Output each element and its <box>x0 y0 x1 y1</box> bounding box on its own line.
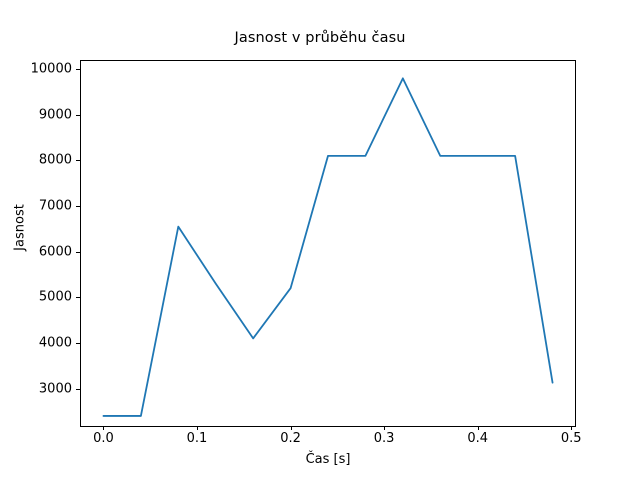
y-tick-label: 4000 <box>38 335 72 351</box>
y-tick-label: 8000 <box>38 152 72 168</box>
y-tick-mark <box>76 114 80 116</box>
y-axis-label: Jasnost <box>12 204 28 251</box>
x-tick-label: 0.0 <box>93 431 114 446</box>
y-tick-label: 10000 <box>30 61 72 77</box>
y-tick-mark <box>76 251 80 253</box>
chart-title: Jasnost v průběhu času <box>234 30 406 46</box>
x-tick-label: 0.1 <box>186 431 208 446</box>
y-tick-mark <box>76 388 80 390</box>
x-tick-label: 0.4 <box>467 431 489 446</box>
data-line <box>102 77 554 417</box>
x-axis-label: Čas [s] <box>305 452 351 467</box>
y-tick-mark <box>76 206 80 208</box>
y-tick-mark <box>76 160 80 162</box>
y-tick-mark <box>76 342 80 344</box>
plot-area <box>80 60 576 427</box>
y-tick-mark <box>76 297 80 299</box>
x-tick-label: 0.2 <box>280 431 301 446</box>
y-tick-label: 9000 <box>38 107 72 123</box>
x-tick-label: 0.3 <box>373 431 395 446</box>
series-line-jasnost <box>102 77 554 417</box>
y-tick-label: 5000 <box>38 289 72 305</box>
y-tick-label: 3000 <box>38 381 72 397</box>
y-tick-mark <box>76 69 80 71</box>
x-tick-label: 0.5 <box>560 431 582 446</box>
